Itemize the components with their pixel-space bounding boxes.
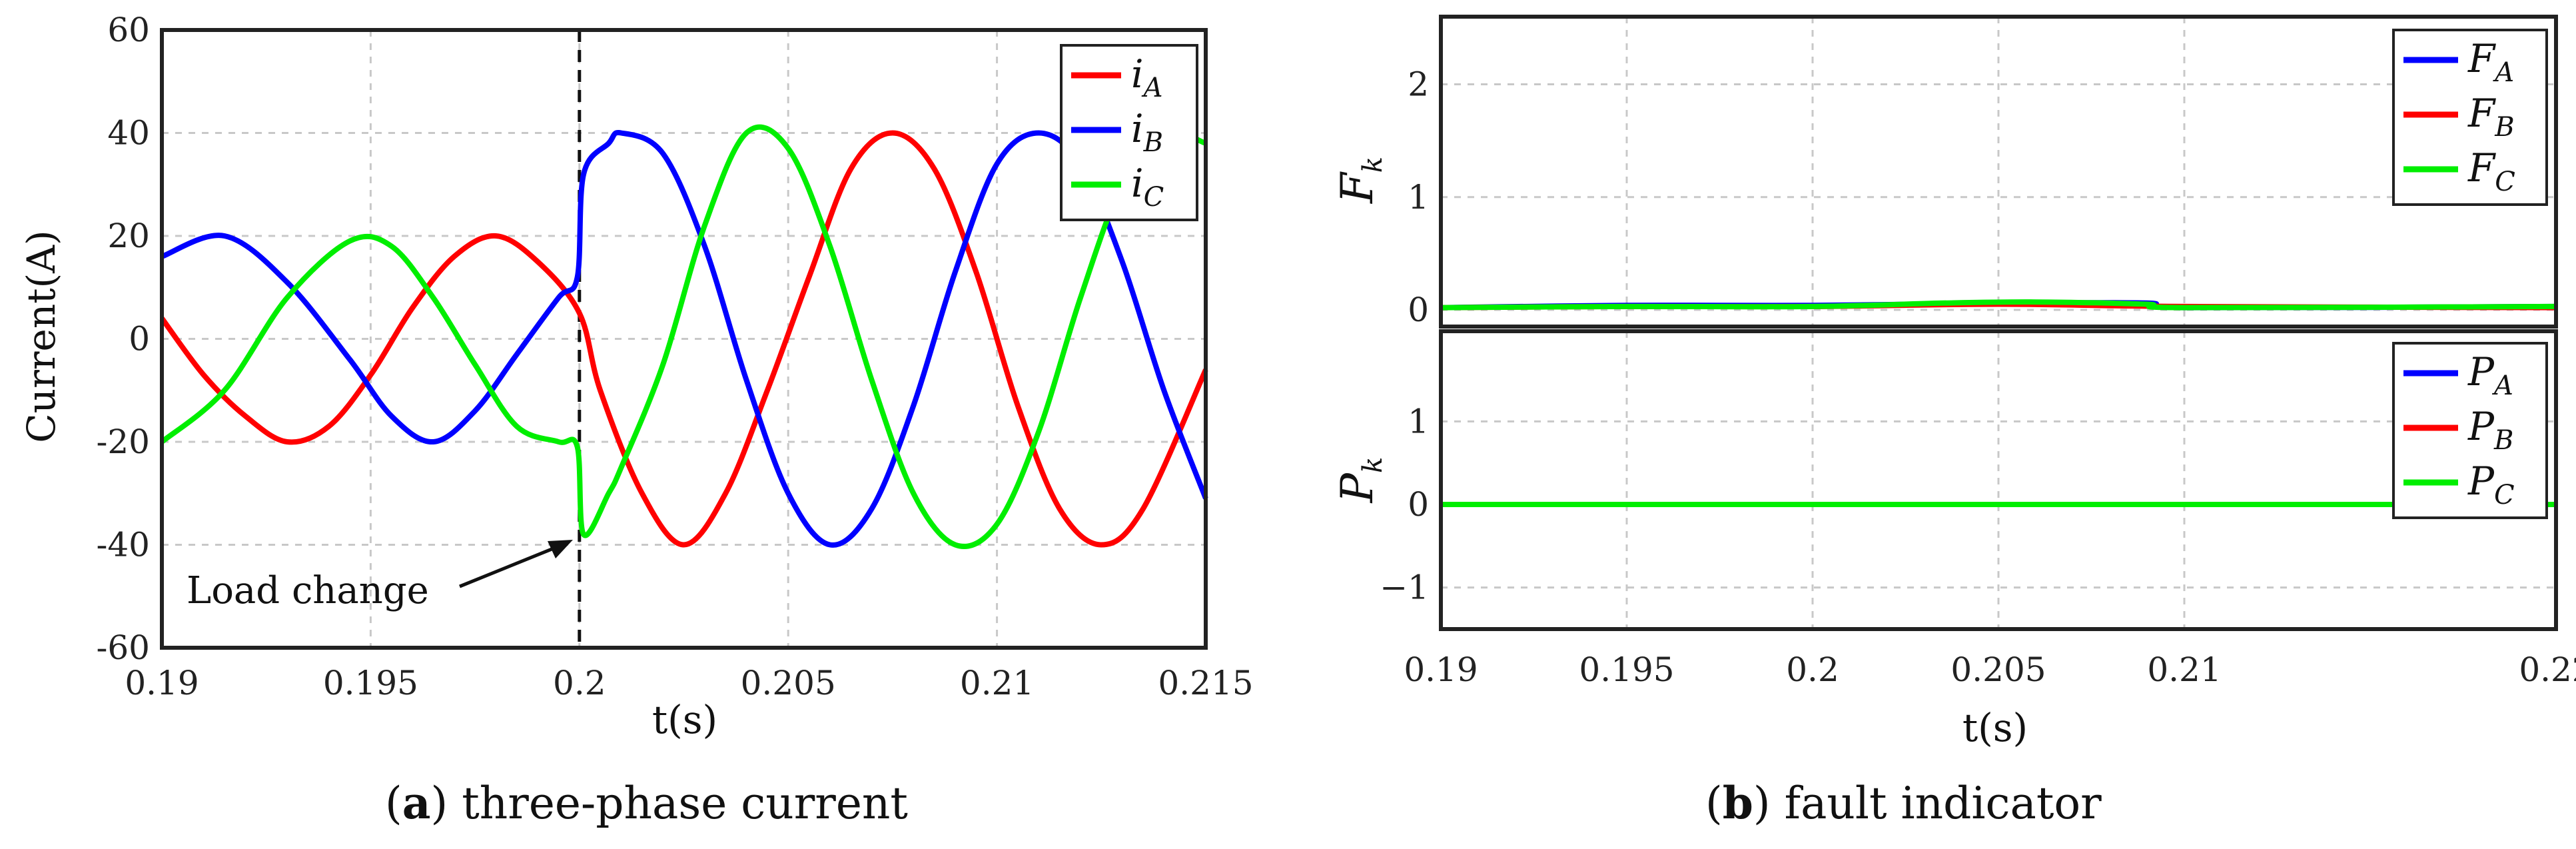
caption-a: (a) three-phase current (385, 777, 908, 829)
legend-label-B: iB (1131, 106, 1163, 158)
caption-letter-b: b (1723, 777, 1753, 829)
x-tick-label: 0.22 (2519, 650, 2576, 689)
y-tick-label: 2 (1408, 65, 1429, 104)
load-change-annotation: Load change (187, 540, 573, 612)
y-tick-label: 20 (107, 217, 150, 255)
caption-b: (b) fault indicator (1705, 777, 2102, 829)
series-a (159, 124, 1208, 549)
x-tick-label: 0.205 (1950, 650, 2046, 689)
grid-a (162, 30, 1206, 648)
y-tick-label: 60 (107, 11, 150, 49)
ticks-b: 2 1 0 1 0 −1 0.19 0.195 0.2 0.205 0.21 0.22 (1380, 65, 2576, 689)
ticks-a: 0.19 0.195 0.2 0.205 0.21 0.215 60 40 20 0 -20 -40 -… (96, 11, 1253, 702)
legend-label-C: iC (1131, 161, 1164, 213)
series-line-B (161, 130, 1208, 548)
annotation-arrow (459, 543, 562, 588)
grid-b-bottom (1441, 331, 2556, 629)
legend-label-PB: PB (2467, 404, 2513, 456)
annotation-text: Load change (187, 569, 429, 612)
y-tick-label: 1 (1408, 178, 1429, 217)
panel-b-fault-indicator: 2 1 0 1 0 −1 0.19 0.195 0.2 0.205 0.21 0.22 Fk Pk t… (1332, 15, 2576, 829)
y-tick-label: 0 (129, 320, 150, 359)
x-tick-label: 0.19 (125, 664, 199, 702)
y-tick-label: 1 (1408, 402, 1429, 440)
y-axis-label-a: Current(A) (19, 230, 64, 442)
plot-frame-a (160, 28, 1208, 650)
panel-a-three-phase-current: 0.19 0.195 0.2 0.205 0.21 0.215 60 40 20 0 -20 -40 -… (19, 11, 1254, 829)
x-tick-label: 0.205 (741, 664, 836, 702)
y-axis-label-b-bottom: Pk (1332, 457, 1388, 504)
caption-text-b: fault indicator (1785, 778, 2102, 829)
series-b-top (1440, 299, 2557, 311)
legend-label-A: iA (1131, 51, 1162, 103)
x-tick-label: 0.195 (1579, 650, 1674, 689)
legend-label-FB: FB (2467, 91, 2515, 143)
series-line-FC (1440, 299, 2557, 311)
y-tick-label: -60 (96, 628, 150, 667)
caption-letter-a: a (402, 777, 431, 829)
plot-frame-b-bottom (1439, 329, 2558, 631)
caption-text-a: three-phase current (462, 778, 908, 829)
series-line-C (160, 124, 1207, 549)
y-tick-label: 40 (107, 114, 150, 153)
x-tick-label: 0.215 (1158, 664, 1253, 702)
legend-label-FA: FA (2467, 36, 2514, 88)
annotation-arrow-head (548, 540, 573, 558)
y-tick-label: -40 (96, 526, 150, 564)
x-tick-label: 0.21 (2147, 650, 2221, 689)
y-tick-label: 0 (1408, 291, 1429, 329)
y-tick-label: -20 (96, 423, 150, 461)
x-tick-label: 0.2 (553, 664, 606, 702)
legend-label-FC: FC (2467, 145, 2515, 197)
series-line-A (159, 130, 1208, 548)
x-axis-label-b: t(s) (1962, 705, 2028, 750)
grid-b-top (1441, 17, 2556, 327)
y-axis-label-b-top: Fk (1332, 157, 1388, 204)
plot-frame-b-top (1439, 15, 2558, 329)
x-tick-label: 0.19 (1404, 650, 1478, 689)
x-axis-label-a: t(s) (652, 697, 717, 742)
y-tick-label: 0 (1408, 485, 1429, 524)
x-tick-label: 0.2 (1786, 650, 1839, 689)
legend-label-PA: PA (2467, 349, 2513, 401)
y-tick-label: −1 (1380, 568, 1429, 607)
x-tick-label: 0.195 (323, 664, 418, 702)
x-tick-label: 0.21 (960, 664, 1034, 702)
legend-label-PC: PC (2467, 458, 2515, 510)
